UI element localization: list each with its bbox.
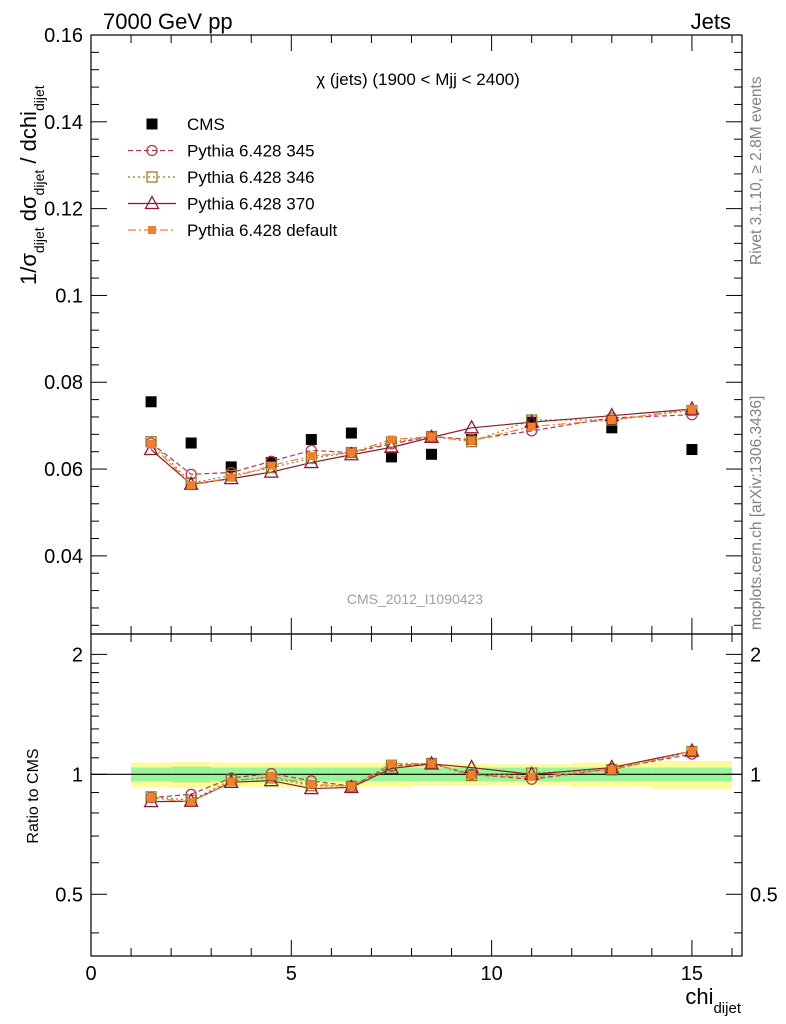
legend-label-pythia-6-428-default: Pythia 6.428 default bbox=[187, 221, 338, 240]
data-point-cms bbox=[606, 422, 618, 434]
series-line-pythia-6-428-345 bbox=[150, 414, 692, 475]
ratio-point-pythia-6-428-default bbox=[387, 759, 396, 768]
main-series-lines bbox=[150, 408, 693, 486]
data-point-pythia-6-428-default bbox=[467, 436, 476, 445]
ratio-y-tick-label-right: 0.5 bbox=[750, 884, 778, 906]
ratio-y-tick-label: 0.5 bbox=[55, 884, 83, 906]
ratio-y-axis-label: Ratio to CMS bbox=[25, 748, 42, 843]
main-y-tick-label: 0.06 bbox=[44, 459, 83, 481]
data-point-cms bbox=[686, 444, 698, 456]
data-point-pythia-6-428-default bbox=[687, 405, 696, 414]
data-point-pythia-6-428-default bbox=[387, 435, 396, 444]
main-y-tick-label: 0.16 bbox=[44, 25, 83, 47]
legend: CMS Pythia 6.428 345 Pythia 6.428 346 Pythi… bbox=[128, 115, 338, 240]
data-point-pythia-6-428-370 bbox=[383, 438, 400, 454]
x-tick-label: 15 bbox=[681, 963, 703, 985]
ratio-point-pythia-6-428-default bbox=[347, 782, 356, 791]
ratio-point-pythia-6-428-default bbox=[467, 771, 476, 780]
x-tick-label: 10 bbox=[480, 963, 502, 985]
main-series-markers bbox=[143, 396, 700, 490]
rivet-label: Rivet 3.1.10, ≥ 2.8M events bbox=[748, 76, 765, 265]
ratio-point-pythia-6-428-346 bbox=[465, 769, 478, 782]
ratio-line-pythia-6-428-346 bbox=[151, 751, 693, 801]
ratio-point-pythia-6-428-default bbox=[147, 794, 156, 803]
jets-label: Jets bbox=[691, 9, 731, 34]
ratio-frame bbox=[90, 633, 743, 957]
mcplots-label: mcplots.cern.ch [arXiv:1306.3436] bbox=[748, 396, 765, 630]
legend-label-pythia-6-428-346: Pythia 6.428 346 bbox=[187, 168, 315, 187]
legend-label-pythia-6-428-370: Pythia 6.428 370 bbox=[187, 195, 315, 214]
watermark-label: CMS_2012_I1090423 bbox=[347, 591, 483, 607]
ratio-x-axis: 0 5 10 15 bbox=[85, 634, 733, 985]
data-point-pythia-6-428-345 bbox=[185, 468, 197, 480]
data-point-cms bbox=[526, 416, 538, 428]
data-point-cms bbox=[145, 396, 157, 408]
ratio-point-pythia-6-428-default bbox=[307, 780, 316, 789]
x-tick-label: 5 bbox=[286, 963, 297, 985]
ratio-y-tick-label: 1 bbox=[72, 764, 83, 786]
main-y-tick-label: 0.08 bbox=[44, 372, 83, 394]
data-point-pythia-6-428-default bbox=[187, 481, 196, 490]
data-point-pythia-6-428-default bbox=[227, 473, 236, 482]
data-point-pythia-6-428-370 bbox=[463, 419, 480, 434]
ratio-line-pythia-6-428-370 bbox=[151, 750, 693, 803]
ratio-point-pythia-6-428-default bbox=[187, 797, 196, 806]
data-point-pythia-6-428-default bbox=[147, 439, 156, 448]
x-axis-label: chidijet bbox=[685, 984, 741, 1017]
ratio-y-tick-label-right: 1 bbox=[750, 764, 761, 786]
ratio-point-pythia-6-428-default bbox=[227, 777, 236, 786]
data-point-pythia-6-428-default bbox=[527, 422, 536, 431]
ratio-point-pythia-6-428-default bbox=[527, 772, 536, 781]
main-y-axis-label: 1/σdijet dσdijet / dchidijet bbox=[16, 85, 47, 285]
ratio-point-pythia-6-428-default bbox=[607, 765, 616, 774]
data-point-pythia-6-428-370 bbox=[303, 454, 319, 469]
ratio-point-pythia-6-428-default bbox=[687, 747, 696, 756]
ratio-y-tick-label-right: 2 bbox=[750, 644, 761, 666]
ratio-series-lines bbox=[151, 750, 693, 803]
data-point-pythia-6-428-default bbox=[307, 452, 316, 461]
ratio-point-pythia-6-428-default bbox=[267, 772, 276, 781]
main-x-axis bbox=[90, 35, 733, 634]
ratio-y-axis: 0.5 0.5 1 1 2 2 bbox=[55, 644, 778, 934]
data-point-pythia-6-428-370 bbox=[143, 441, 159, 456]
ratio-series-markers bbox=[143, 742, 700, 808]
data-point-pythia-6-428-default bbox=[267, 461, 276, 470]
series-line-pythia-6-428-default bbox=[150, 408, 693, 486]
ratio-point-pythia-6-428-default bbox=[427, 759, 436, 768]
data-point-pythia-6-428-default bbox=[427, 432, 436, 441]
main-y-tick-label: 0.12 bbox=[44, 199, 83, 221]
ratio-line-pythia-6-428-default bbox=[151, 750, 693, 803]
legend-label-cms: CMS bbox=[187, 115, 225, 134]
data-point-pythia-6-428-346 bbox=[606, 414, 618, 426]
x-tick-label: 0 bbox=[85, 963, 96, 985]
main-y-tick-label: 0.14 bbox=[44, 112, 83, 134]
data-point-cms bbox=[426, 448, 438, 460]
data-point-cms bbox=[305, 434, 317, 446]
data-point-cms bbox=[185, 437, 197, 449]
data-point-pythia-6-428-default bbox=[347, 448, 356, 457]
legend-marker-pythia-6-428-default bbox=[148, 226, 156, 234]
data-point-pythia-6-428-346 bbox=[465, 436, 478, 448]
ratio-panel: 0.5 0.5 1 1 2 2 0 5 10 15 bbox=[55, 633, 778, 985]
main-title: χ (jets) (1900 < Mjj < 2400) bbox=[316, 70, 520, 89]
main-y-axis: 0.04 0.06 0.08 0.1 0.12 0.14 0.16 bbox=[44, 25, 742, 626]
legend-marker-pythia-6-428-370 bbox=[144, 195, 160, 210]
data-point-cms bbox=[385, 451, 397, 463]
energy-label: 7000 GeV pp bbox=[103, 9, 233, 34]
main-y-tick-label: 0.1 bbox=[55, 285, 83, 307]
legend-marker-pythia-6-428-345 bbox=[146, 144, 158, 157]
main-panel: 0.04 0.06 0.08 0.1 0.12 0.14 0.16 χ (jets) (19… bbox=[44, 25, 743, 635]
data-point-cms bbox=[345, 427, 357, 439]
data-point-pythia-6-428-370 bbox=[263, 463, 279, 478]
legend-marker-pythia-6-428-346 bbox=[146, 171, 158, 183]
data-point-pythia-6-428-default bbox=[607, 416, 616, 425]
main-y-tick-label: 0.04 bbox=[44, 546, 83, 568]
ratio-line-pythia-6-428-345 bbox=[151, 753, 693, 799]
legend-label-pythia-6-428-345: Pythia 6.428 345 bbox=[187, 142, 315, 161]
ratio-y-tick-label: 2 bbox=[72, 644, 83, 666]
series-line-pythia-6-428-346 bbox=[150, 409, 692, 484]
legend-marker-cms bbox=[146, 118, 158, 130]
